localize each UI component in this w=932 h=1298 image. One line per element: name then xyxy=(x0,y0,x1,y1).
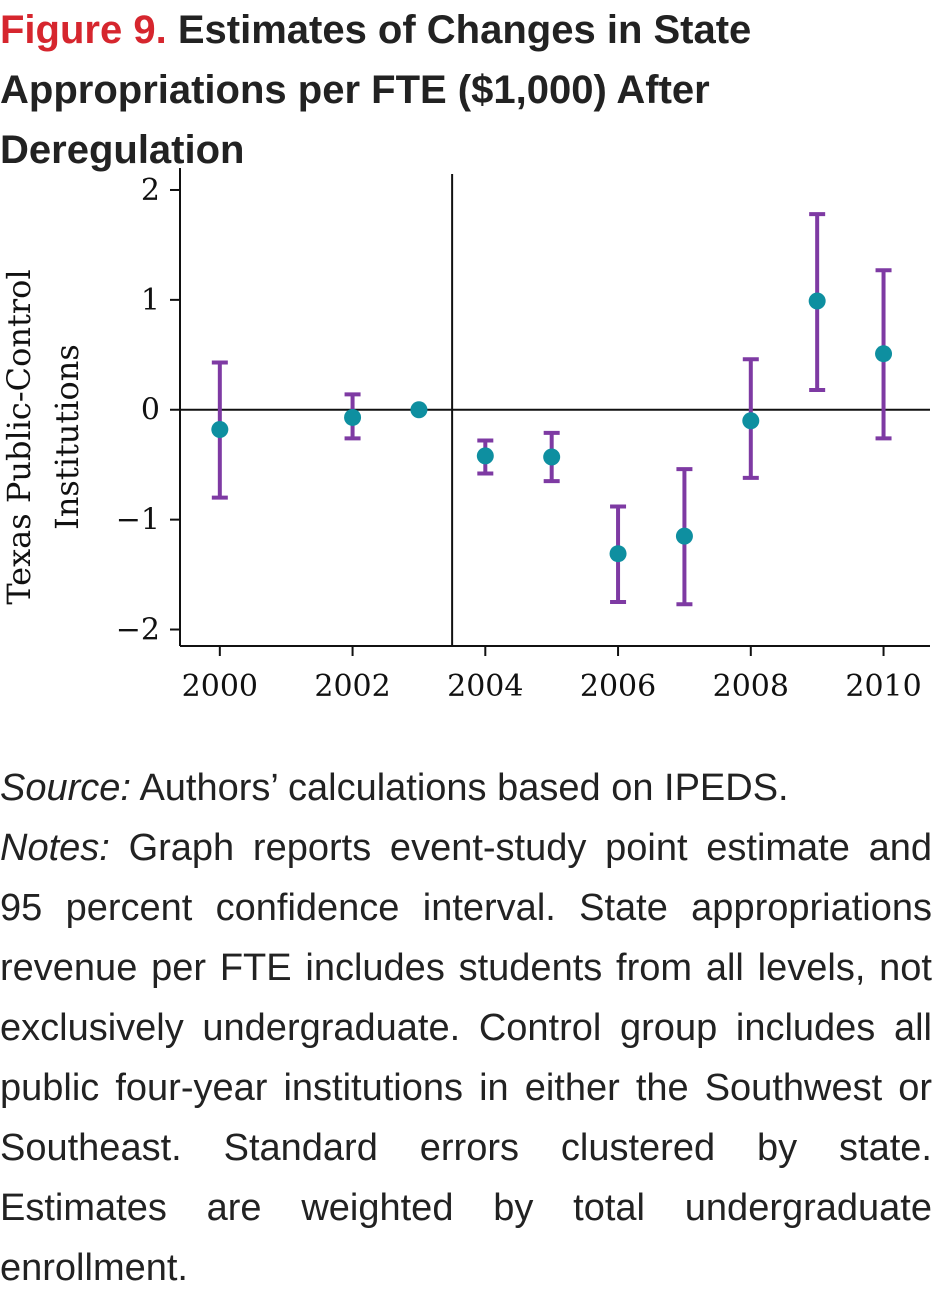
chart-labels: 2 1 0 −1 −2 2000 2002 2004 2006 2008 2010 Texas Pub… xyxy=(0,173,922,704)
x-tick-label: 2006 xyxy=(580,669,656,704)
x-tick-label: 2000 xyxy=(182,669,258,704)
notes-paragraph: Notes: Graph reports event-study point e… xyxy=(0,818,932,1298)
y-tick-label: −2 xyxy=(116,613,160,648)
chart-container: 2 1 0 −1 −2 2000 2002 2004 2006 2008 2010 Texas Pub… xyxy=(0,150,932,730)
figure-title: Figure 9. Estimates of Changes in State … xyxy=(0,0,920,180)
y-tick-label: −1 xyxy=(116,503,160,538)
x-tick-label: 2004 xyxy=(447,669,523,704)
x-tick-label: 2002 xyxy=(314,669,390,704)
figure-label: Figure 9. xyxy=(0,8,167,52)
y-tick-label: 0 xyxy=(141,393,160,428)
event-study-chart: 2 1 0 −1 −2 2000 2002 2004 2006 2008 2010 Texas Pub… xyxy=(0,168,930,704)
point-estimate xyxy=(410,401,428,419)
x-tick-label: 2010 xyxy=(845,669,921,704)
x-tick-label: 2008 xyxy=(713,669,789,704)
point-estimate xyxy=(742,412,760,430)
source-text: Authors’ calculations based on IPEDS. xyxy=(139,767,789,809)
chart-axes xyxy=(170,168,930,656)
point-estimate xyxy=(875,345,893,363)
point-estimate xyxy=(476,447,494,465)
point-estimates xyxy=(211,292,893,563)
point-estimate xyxy=(675,527,693,545)
point-estimate xyxy=(543,448,561,466)
figure-notes: Source: Authors’ calculations based on I… xyxy=(0,758,932,1298)
point-estimate xyxy=(808,292,826,310)
point-estimate xyxy=(211,421,229,439)
figure-title-text: Estimates of Changes in State Appropriat… xyxy=(0,8,752,172)
source-line: Source: Authors’ calculations based on I… xyxy=(0,758,932,818)
point-estimate xyxy=(344,408,362,426)
notes-label: Notes: xyxy=(0,827,110,869)
y-axis-label-line: Texas Public-Control xyxy=(0,269,38,604)
notes-text: Graph reports event-study point estimate… xyxy=(0,827,932,1289)
y-axis-label-line: Institutions xyxy=(48,344,86,530)
source-label: Source: xyxy=(0,767,131,809)
y-tick-label: 1 xyxy=(141,283,160,318)
point-estimate xyxy=(609,545,627,563)
y-axis-label: Texas Public-Control Institutions xyxy=(0,269,86,604)
y-tick-label: 2 xyxy=(141,173,160,208)
